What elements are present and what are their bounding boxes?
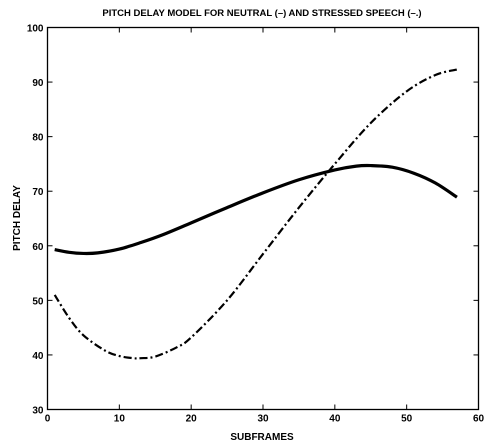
x-tick-label: 60 [473,414,485,425]
chart-title: PITCH DELAY MODEL FOR NEUTRAL (–) AND ST… [102,8,421,19]
y-tick-label: 100 [27,24,44,35]
series-lines [53,68,458,360]
y-tick-label: 40 [32,351,44,362]
axis-ticks: 0 10 20 30 40 50 60 30 40 50 60 70 80 90 100 [27,24,485,425]
x-tick-label: 20 [186,414,198,425]
y-tick-label: 30 [32,406,44,417]
y-tick-label: 80 [32,133,44,144]
x-tick-label: 40 [329,414,341,425]
plot-frame [46,26,480,411]
y-tick-label: 60 [32,242,44,253]
y-tick-label: 50 [32,296,44,307]
series-line-solid [54,163,458,256]
y-tick-label: 90 [32,78,44,89]
x-tick-label: 10 [114,414,126,425]
series-line-dashdot [53,68,458,360]
x-tick-label: 30 [257,414,269,425]
x-tick-label: 50 [401,414,413,425]
x-tick-label: 0 [45,414,51,425]
x-axis-label: SUBFRAMES [230,432,294,443]
y-axis-label: PITCH DELAY [12,185,23,251]
y-tick-label: 70 [32,187,44,198]
